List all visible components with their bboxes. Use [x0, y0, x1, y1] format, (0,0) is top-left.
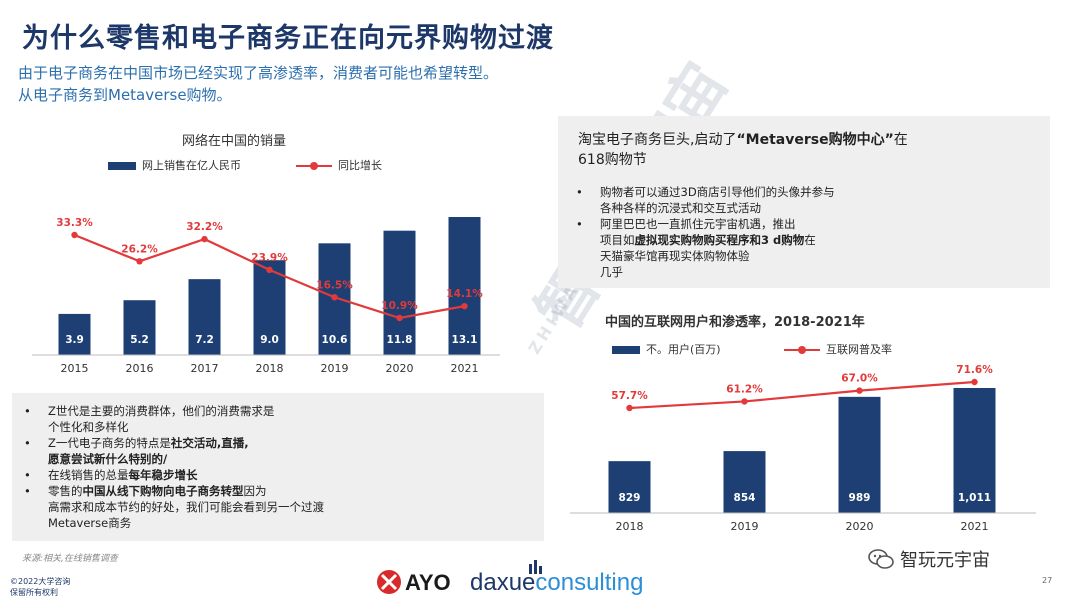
bar-2020 [838, 396, 881, 513]
line-point-2020 [856, 387, 863, 394]
x-tick-2015: 2015 [61, 362, 89, 375]
x-tick-2018: 2018 [256, 362, 284, 375]
legend-line-swatch [784, 346, 820, 354]
left-chart-legend-bar: 网上销售在亿人民币 [108, 157, 241, 173]
x-tick-2018: 2018 [616, 520, 644, 533]
page-title: 为什么零售和电子商务正在向元界购物过渡 [22, 23, 554, 54]
legend-line-swatch [296, 162, 332, 170]
daxue-bars-icon [529, 560, 542, 574]
right-chart-legend-line: 互联网普及率 [784, 341, 892, 357]
bar-label-2015: 3.9 [65, 334, 84, 346]
bar-label-2017: 7.2 [195, 334, 214, 346]
source-note: 来源:相关,在线销售调查 [22, 554, 118, 564]
bar-label-2019: 854 [734, 492, 756, 504]
left-chart-legend-line: 同比增长 [296, 157, 382, 173]
list-item: Z一代电子商务的特点是社交活动,直播,愿意尝试新什么特别的/ [16, 435, 536, 467]
bar-2017 [188, 279, 221, 355]
page-number: 27 [1042, 576, 1053, 585]
legend-bar-label: 网上销售在亿人民币 [142, 159, 241, 172]
bar-2021 [953, 388, 996, 513]
ayo-logo-text: AYO [405, 570, 451, 595]
x-tick-2020: 2020 [386, 362, 414, 375]
footer-logos: AYO daxueconsulting [375, 558, 665, 602]
bar-label-2021: 13.1 [452, 334, 478, 346]
line-point-2016 [136, 258, 143, 265]
bar-label-2019: 10.6 [322, 334, 348, 346]
line-label-2017: 32.2% [186, 221, 223, 233]
line-label-2018: 23.9% [251, 252, 288, 264]
legend-line-label: 同比增长 [338, 159, 382, 172]
list-item: 在线销售的总量每年稳步增长 [16, 467, 536, 483]
x-tick-2017: 2017 [191, 362, 219, 375]
bar-label-2018: 9.0 [260, 334, 279, 346]
bar-2016 [123, 300, 156, 355]
subtitle-line-1: 由于电子商务在中国市场已经实现了高渗透率，消费者可能也希望转型。 [18, 64, 499, 82]
metaverse-mall-info-box: 淘宝电子商务巨头,启动了“Metaverse购物中心”在 618购物节 购物者可… [558, 116, 1050, 288]
wechat-icon [868, 548, 894, 570]
legend-line-label: 互联网普及率 [826, 343, 892, 356]
line-point-2021 [461, 302, 468, 310]
line-label-2021: 71.6% [956, 364, 993, 376]
line-point-2018 [266, 266, 273, 274]
line-point-2019 [741, 398, 748, 405]
daxue-logo-text: daxueconsulting [470, 569, 643, 596]
bar-label-2016: 5.2 [130, 334, 149, 346]
right-chart-title: 中国的互联网用户和渗透率，2018-2021年 [605, 315, 865, 330]
bar-label-2020: 989 [849, 492, 871, 504]
line-point-2017 [201, 235, 208, 243]
line-label-2020: 67.0% [841, 373, 878, 385]
x-tick-2020: 2020 [846, 520, 874, 533]
line-label-2015: 33.3% [56, 217, 93, 229]
line-point-2020 [396, 314, 403, 322]
ayo-logo-icon [377, 570, 401, 594]
right-users-chart: 829 2018 854 2019 989 2020 1,011 2021 57.7% 61.2%… [570, 364, 1036, 533]
list-item: 零售的中国从线下购物向电子商务转型因为高需求和成本节约的好处，我们可能会看到另一… [16, 483, 536, 531]
right-chart-legend-bar: 不。用户(百万) [612, 341, 721, 357]
x-tick-2019: 2019 [321, 362, 349, 375]
line-label-2021: 14.1% [446, 288, 483, 300]
line-label-2018: 57.7% [611, 390, 648, 402]
line-label-2016: 26.2% [121, 243, 158, 255]
line-point-2015 [71, 231, 78, 239]
x-tick-2019: 2019 [731, 520, 759, 533]
bar-label-2018: 829 [619, 492, 641, 504]
left-sales-chart: 3.9 2015 5.2 2016 7.2 2017 9.0 2018 10.6 2019 11.8… [32, 217, 500, 375]
legend-bar-label: 不。用户(百万) [646, 343, 721, 356]
partner-logos: AYO daxueconsulting [377, 560, 643, 596]
wechat-account: 智玩元宇宙 [868, 546, 990, 572]
bar-label-2020: 11.8 [387, 334, 413, 346]
line-series [629, 380, 975, 410]
info-box-heading: 淘宝电子商务巨头,启动了“Metaverse购物中心”在 618购物节 [578, 132, 908, 168]
bar-label-2021: 1,011 [958, 492, 991, 504]
line-point-2021 [971, 378, 978, 386]
line-label-2020: 10.9% [381, 300, 418, 312]
line-label-2019: 61.2% [726, 383, 763, 395]
bar-2018 [253, 260, 286, 355]
line-point-2019 [331, 294, 338, 301]
legend-bar-swatch [612, 346, 640, 354]
bar-2018 [608, 461, 651, 513]
copyright: ©2022大学咨询 保留所有权利 [10, 577, 71, 597]
bar-2019 [723, 451, 766, 513]
bar-2021 [448, 217, 481, 355]
subtitle-line-2: 从电子商务到Metaverse购物。 [18, 86, 232, 104]
line-label-2019: 16.5% [316, 279, 353, 291]
x-tick-2021: 2021 [451, 362, 479, 375]
left-chart-title: 网络在中国的销量 [182, 134, 287, 149]
x-tick-2016: 2016 [126, 362, 154, 375]
x-tick-2021: 2021 [961, 520, 989, 533]
line-point-2018 [626, 404, 633, 412]
bar-2020 [383, 230, 416, 355]
bar-2015 [58, 313, 91, 355]
legend-bar-swatch [108, 162, 136, 170]
